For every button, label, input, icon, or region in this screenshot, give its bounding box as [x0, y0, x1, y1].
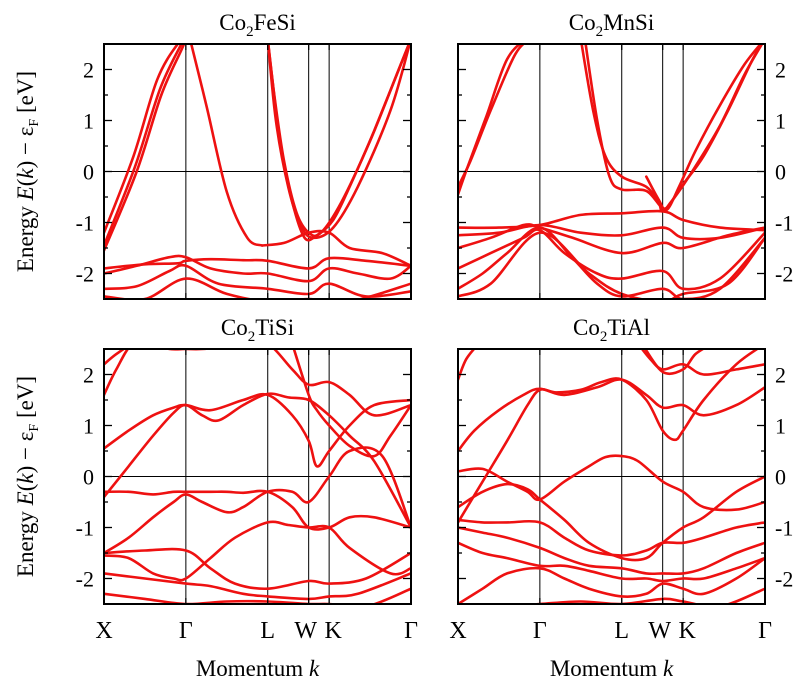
band-line-3 [584, 44, 764, 210]
band-line-8 [458, 223, 765, 255]
x-tick-label: L [614, 618, 629, 644]
panel-title: Co2MnSi [569, 10, 654, 40]
panel-title: Co2TiSi [221, 315, 294, 345]
band-line-4 [580, 44, 764, 213]
band-line-7 [458, 475, 765, 562]
band-line-4 [104, 392, 411, 468]
x-tick-label: X [449, 618, 466, 644]
y-tick-label: -1 [76, 516, 94, 541]
band-line-9 [458, 228, 765, 291]
y-tick-label: -1 [76, 211, 94, 236]
y-tick-label: -1 [775, 211, 793, 236]
bands [458, 44, 765, 299]
bands [458, 349, 765, 604]
y-tick-label: 0 [83, 160, 94, 185]
band-line-5 [645, 44, 763, 212]
bands [104, 44, 411, 299]
x-tick-label: K [678, 618, 696, 644]
band-line-7 [104, 489, 411, 531]
x-tick-label: W [648, 618, 671, 644]
band-line-2 [458, 44, 523, 196]
x-tick-label: Γ [404, 618, 418, 644]
band-line-1 [104, 44, 186, 252]
y-tick-label: 1 [83, 414, 94, 439]
y-tick-label: 0 [775, 465, 786, 490]
band-line-6 [266, 44, 411, 242]
y-tick-label: -1 [775, 516, 793, 541]
band-line-9 [104, 256, 411, 270]
y-tick-label: 2 [775, 363, 786, 388]
bands [104, 349, 411, 604]
y-tick-label: -2 [76, 567, 94, 592]
band-line-11 [458, 231, 765, 299]
band-line-11 [458, 556, 765, 604]
y-tick-label: 2 [83, 363, 94, 388]
y-tick-label: -2 [775, 567, 793, 592]
band-line-6 [458, 209, 765, 232]
panel-title: Co2TiAl [573, 315, 650, 345]
band-line-1 [104, 349, 126, 366]
y-tick-label: 1 [83, 109, 94, 134]
band-line-9 [458, 526, 765, 576]
band-line-2 [104, 44, 183, 247]
band-line-6 [104, 446, 411, 555]
y-tick-label: 2 [775, 58, 786, 83]
band-line-12 [104, 277, 411, 299]
band-line-6 [458, 454, 765, 512]
band-line-3 [104, 44, 180, 234]
band-line-3 [458, 349, 760, 524]
band-line-2 [104, 349, 411, 417]
panel-title: Co2FeSi [219, 10, 296, 40]
y-tick-label: 1 [775, 414, 786, 439]
x-tick-label: K [324, 618, 342, 644]
band-line-8 [260, 229, 411, 268]
band-line-1 [458, 44, 526, 189]
x-tick-label: Γ [179, 618, 193, 644]
x-tick-label: W [294, 618, 317, 644]
y-tick-label: -2 [775, 262, 793, 287]
panel-2: -2 -1 0 1 2 Co2MnSi [457, 10, 793, 300]
panel-1: -2 -1 0 1 2 Co2FeSi Energy E(k) − εF [eV] [13, 10, 412, 300]
band-line-8 [104, 520, 411, 582]
band-line-5 [292, 349, 411, 458]
band-line-11 [104, 263, 411, 298]
band-line-7 [189, 44, 264, 247]
y-tick-label: 1 [775, 109, 786, 134]
y-axis-label: Energy E(k) − εF [eV] [13, 71, 42, 272]
x-tick-label: Γ [758, 618, 772, 644]
x-axis-label: Momentum k [550, 656, 674, 681]
y-tick-label: 0 [775, 160, 786, 185]
x-tick-label: Γ [533, 618, 547, 644]
band-line-10 [458, 541, 765, 583]
band-line-3 [104, 392, 411, 529]
band-line-9 [104, 547, 411, 591]
x-tick-label: X [95, 618, 112, 644]
band-line-5 [643, 349, 706, 376]
x-tick-label: L [260, 618, 275, 644]
band-line-8 [458, 518, 765, 557]
y-tick-label: -2 [76, 262, 94, 287]
y-axis-label: Energy E(k) − εF [eV] [13, 376, 42, 577]
x-axis-label: Momentum k [196, 656, 320, 681]
band-line-10 [104, 254, 411, 283]
band-line-2 [458, 378, 765, 453]
y-tick-label: 2 [83, 58, 94, 83]
band-line-10 [104, 572, 411, 601]
y-tick-label: 0 [83, 465, 94, 490]
